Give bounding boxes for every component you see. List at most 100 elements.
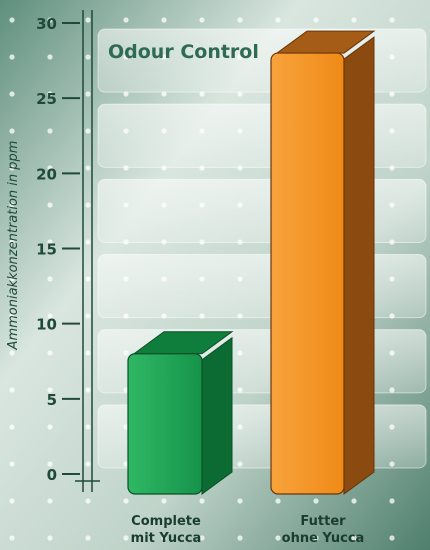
y-tick-label: 15	[36, 241, 57, 259]
background-dot	[199, 535, 205, 541]
background-dot	[313, 17, 319, 23]
background-dot	[85, 498, 91, 504]
background-dot	[9, 202, 15, 208]
y-tick-label: 0	[47, 466, 57, 484]
x-axis-labels: Complete mit Yucca Futter ohne Yucca	[131, 514, 365, 546]
background-dot	[47, 54, 53, 60]
background-dot	[47, 387, 53, 393]
y-tick-label: 30	[36, 15, 57, 33]
x-tick-label-line: Futter	[300, 514, 346, 529]
background-dot	[275, 17, 281, 23]
background-dot	[85, 350, 91, 356]
bar-side-face	[343, 36, 375, 495]
background-dot	[85, 165, 91, 171]
plot-band	[97, 103, 427, 168]
background-dot	[47, 239, 53, 245]
x-tick-label-line: ohne Yucca	[282, 531, 365, 546]
background-dot	[389, 535, 395, 541]
background-dot	[85, 202, 91, 208]
background-dot	[47, 350, 53, 356]
background-dot	[199, 498, 205, 504]
bar-front-face	[270, 52, 345, 495]
y-tick-label: 5	[47, 391, 57, 409]
background-dot	[47, 498, 53, 504]
background-dot	[47, 424, 53, 430]
x-tick-label: Futter ohne Yucca	[282, 514, 365, 546]
x-tick-label-line: Complete	[131, 514, 201, 529]
background-dot	[47, 202, 53, 208]
x-tick-label: Complete mit Yucca	[131, 514, 202, 546]
x-tick-label-line: mit Yucca	[131, 531, 202, 546]
background-dot	[47, 276, 53, 282]
background-dot	[351, 17, 357, 23]
background-dot	[161, 535, 167, 541]
background-dot	[351, 535, 357, 541]
background-dot	[9, 91, 15, 97]
y-tick-label: 10	[36, 316, 57, 334]
background-dot	[85, 387, 91, 393]
background-dot	[47, 165, 53, 171]
background-dot	[389, 498, 395, 504]
bar	[270, 30, 376, 495]
plot-band	[97, 178, 427, 243]
background-dot	[85, 91, 91, 97]
background-dot	[237, 91, 243, 97]
background-dot	[161, 498, 167, 504]
background-dot	[85, 54, 91, 60]
background-dot	[47, 91, 53, 97]
background-dot	[9, 54, 15, 60]
background-dot	[161, 91, 167, 97]
background-dot	[85, 535, 91, 541]
background-dot	[9, 350, 15, 356]
background-dot	[9, 276, 15, 282]
y-axis-label: Ammoniakkonzentration in ppm	[6, 141, 21, 351]
background-dot	[9, 313, 15, 319]
background-dot	[389, 17, 395, 23]
background-dot	[9, 461, 15, 467]
bar-side-face	[201, 336, 233, 495]
background-dot	[85, 239, 91, 245]
background-dot	[389, 91, 395, 97]
background-dot	[9, 165, 15, 171]
background-dot	[275, 535, 281, 541]
background-dot	[47, 535, 53, 541]
background-dot	[47, 17, 53, 23]
background-dot	[237, 498, 243, 504]
background-dot	[47, 461, 53, 467]
background-dot	[47, 313, 53, 319]
background-dot	[9, 17, 15, 23]
plot-band	[97, 254, 427, 319]
background-dot	[237, 17, 243, 23]
bar-group	[127, 30, 376, 495]
chart-title: Odour Control	[108, 41, 259, 63]
background-dot	[9, 128, 15, 134]
background-dot	[85, 128, 91, 134]
background-dot	[199, 17, 205, 23]
background-dot	[85, 461, 91, 467]
background-dot	[9, 424, 15, 430]
background-dot	[85, 276, 91, 282]
background-dot	[161, 17, 167, 23]
background-dot	[9, 239, 15, 245]
background-dot	[9, 535, 15, 541]
background-dot	[85, 313, 91, 319]
background-dot	[9, 498, 15, 504]
background-dot	[47, 128, 53, 134]
background-dot	[9, 387, 15, 393]
background-dot	[275, 498, 281, 504]
background-dot	[123, 498, 129, 504]
background-dot	[313, 498, 319, 504]
background-dot	[123, 91, 129, 97]
background-dot	[85, 17, 91, 23]
background-dot	[351, 498, 357, 504]
background-dot	[313, 535, 319, 541]
y-tick-label: 20	[36, 165, 57, 183]
background-dot	[85, 424, 91, 430]
bar-front-face	[127, 353, 203, 495]
background-dot	[123, 535, 129, 541]
background-dot	[237, 535, 243, 541]
y-axis-ticks: 0 5 10 15 20 25 30	[36, 15, 80, 484]
background-dot	[123, 17, 129, 23]
